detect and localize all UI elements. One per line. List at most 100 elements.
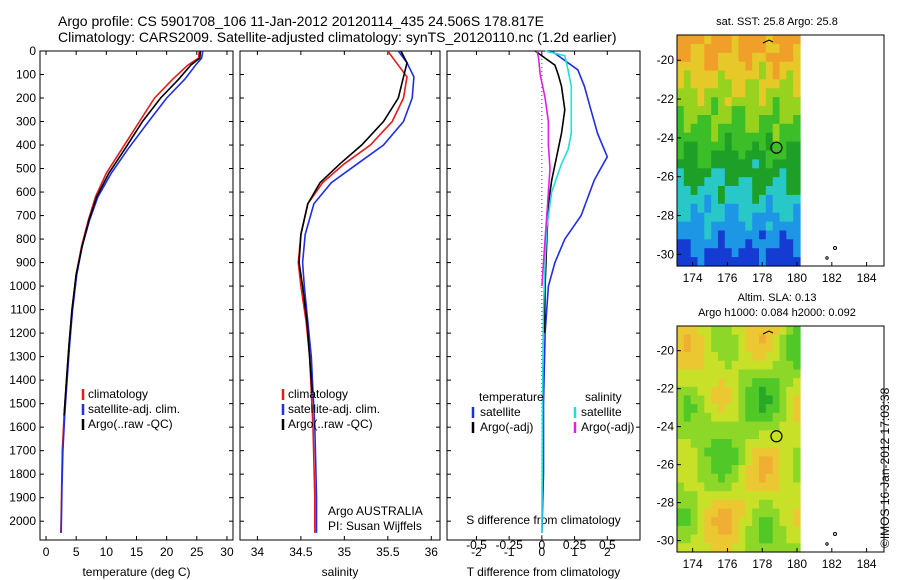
sla-map-cell bbox=[765, 378, 774, 388]
sla-map-cell bbox=[793, 517, 801, 527]
sla-map-cell bbox=[697, 447, 705, 457]
sla-map-cell bbox=[683, 439, 692, 449]
sst-map-cell bbox=[793, 106, 801, 116]
sst-map-cell bbox=[772, 212, 781, 223]
sla-map-title-line1: Altim. SLA: 0.13 bbox=[738, 292, 817, 304]
sla-map-cell bbox=[786, 525, 794, 536]
sla-map-cell bbox=[704, 404, 712, 414]
sla-map-cell bbox=[759, 412, 767, 423]
sst-map-cell bbox=[690, 177, 699, 187]
sst-map-cell bbox=[697, 141, 705, 152]
sst-map-cell bbox=[738, 194, 746, 205]
sst-map-cell bbox=[677, 177, 685, 187]
sla-map-cell bbox=[745, 482, 753, 492]
sla-map-cell bbox=[704, 326, 712, 336]
sla-map-cell bbox=[690, 525, 699, 536]
sla-map-cell bbox=[738, 525, 746, 536]
sla-map-cell bbox=[718, 534, 726, 544]
sla-map-cell bbox=[786, 326, 794, 336]
sla-map-cell bbox=[683, 456, 692, 466]
sst-map-cell bbox=[793, 43, 801, 54]
sla-map-cell bbox=[711, 534, 719, 544]
sst-map-cell bbox=[765, 70, 774, 80]
sla-map-cell bbox=[752, 447, 760, 457]
sst-map-cell bbox=[765, 257, 774, 267]
sla-map-cell bbox=[677, 378, 685, 388]
sla-map-cell bbox=[752, 421, 760, 431]
sla-map-cell bbox=[690, 369, 699, 379]
sst-map-cell bbox=[752, 221, 760, 232]
sst-map-ytick-label: -26 bbox=[657, 170, 675, 184]
sla-map-cell bbox=[677, 386, 685, 397]
sla-map-cell bbox=[731, 534, 740, 544]
sst-map-cell bbox=[752, 52, 760, 63]
sla-map-cell bbox=[772, 343, 781, 353]
sla-map-cell bbox=[759, 543, 767, 553]
sla-map-cell bbox=[793, 360, 801, 371]
sst-map-cell bbox=[677, 70, 685, 80]
depth-tick-label: 100 bbox=[16, 68, 36, 82]
sla-map-cell bbox=[765, 404, 774, 414]
sla-map-cell bbox=[738, 534, 746, 544]
sst-map-cell bbox=[711, 115, 719, 125]
sla-map-cell bbox=[745, 378, 753, 388]
sst-map-cell bbox=[704, 248, 712, 258]
depth-tick-label: 200 bbox=[16, 91, 36, 105]
sst-map-cell bbox=[718, 123, 726, 134]
sst-map-cell bbox=[765, 212, 774, 223]
depth-tick-label: 1800 bbox=[9, 467, 36, 481]
sla-map-cell bbox=[765, 395, 774, 405]
sst-map-argo-position-marker bbox=[770, 141, 783, 154]
sla-map-cell bbox=[765, 343, 774, 353]
sst-map-cell bbox=[718, 168, 726, 178]
sla-map-cell bbox=[765, 412, 774, 423]
sst-map-cell bbox=[697, 212, 705, 223]
sst-map-cell bbox=[772, 159, 781, 169]
difference-series-salinity-argo-adj- bbox=[536, 50, 551, 287]
sla-map-cell bbox=[759, 473, 767, 484]
salinity-legend-label: satellite-adj. clim. bbox=[288, 402, 380, 416]
sst-map-cell bbox=[772, 43, 781, 54]
sst-map-cell bbox=[718, 221, 726, 232]
depth-tick-label: 1000 bbox=[9, 279, 36, 293]
sst-map-cell bbox=[704, 212, 712, 223]
sla-map-cell bbox=[759, 352, 767, 362]
sla-map-cell bbox=[697, 456, 705, 466]
sst-map-cell bbox=[683, 106, 692, 116]
sst-map-cell bbox=[759, 177, 767, 187]
salinity-legend-label: Argo(..raw -QC) bbox=[288, 417, 373, 431]
sla-map-cell bbox=[765, 334, 774, 344]
sla-map-cell bbox=[765, 534, 774, 544]
sla-map-cell bbox=[772, 534, 781, 544]
sla-map-cell bbox=[759, 499, 767, 510]
sst-map-cell bbox=[786, 43, 794, 54]
sla-map-xtick-label: 178 bbox=[752, 557, 772, 571]
sst-map-cell bbox=[786, 132, 794, 143]
sla-map-cell bbox=[683, 369, 692, 379]
sla-map-cell bbox=[711, 473, 719, 484]
sst-map-cell bbox=[683, 168, 692, 178]
sst-map-cell bbox=[697, 61, 705, 72]
sst-map-cell bbox=[718, 203, 726, 214]
sst-map-cell bbox=[677, 61, 685, 72]
sst-map-cell bbox=[772, 150, 781, 160]
sst-map-cell bbox=[718, 35, 726, 45]
sla-map-cell bbox=[772, 465, 781, 475]
sla-map-cell bbox=[779, 404, 787, 414]
sst-map-cell bbox=[683, 70, 692, 80]
sla-map-cell bbox=[704, 534, 712, 544]
sst-map-cell bbox=[772, 239, 781, 249]
sst-map-cell bbox=[786, 70, 794, 80]
sla-map-cell bbox=[683, 404, 692, 414]
sla-map-cell bbox=[759, 334, 767, 344]
sla-map-cell bbox=[759, 491, 767, 501]
sla-map-cell bbox=[704, 525, 712, 536]
sla-map-cell bbox=[697, 517, 705, 527]
sst-map-cell bbox=[697, 221, 705, 232]
sst-map-cell bbox=[772, 70, 781, 80]
sst-map-cell bbox=[793, 52, 801, 63]
sst-map-cell bbox=[724, 168, 733, 178]
sla-map-cell bbox=[745, 326, 753, 336]
sla-map-cell bbox=[697, 499, 705, 510]
sst-map-ytick-label: -24 bbox=[657, 131, 675, 145]
